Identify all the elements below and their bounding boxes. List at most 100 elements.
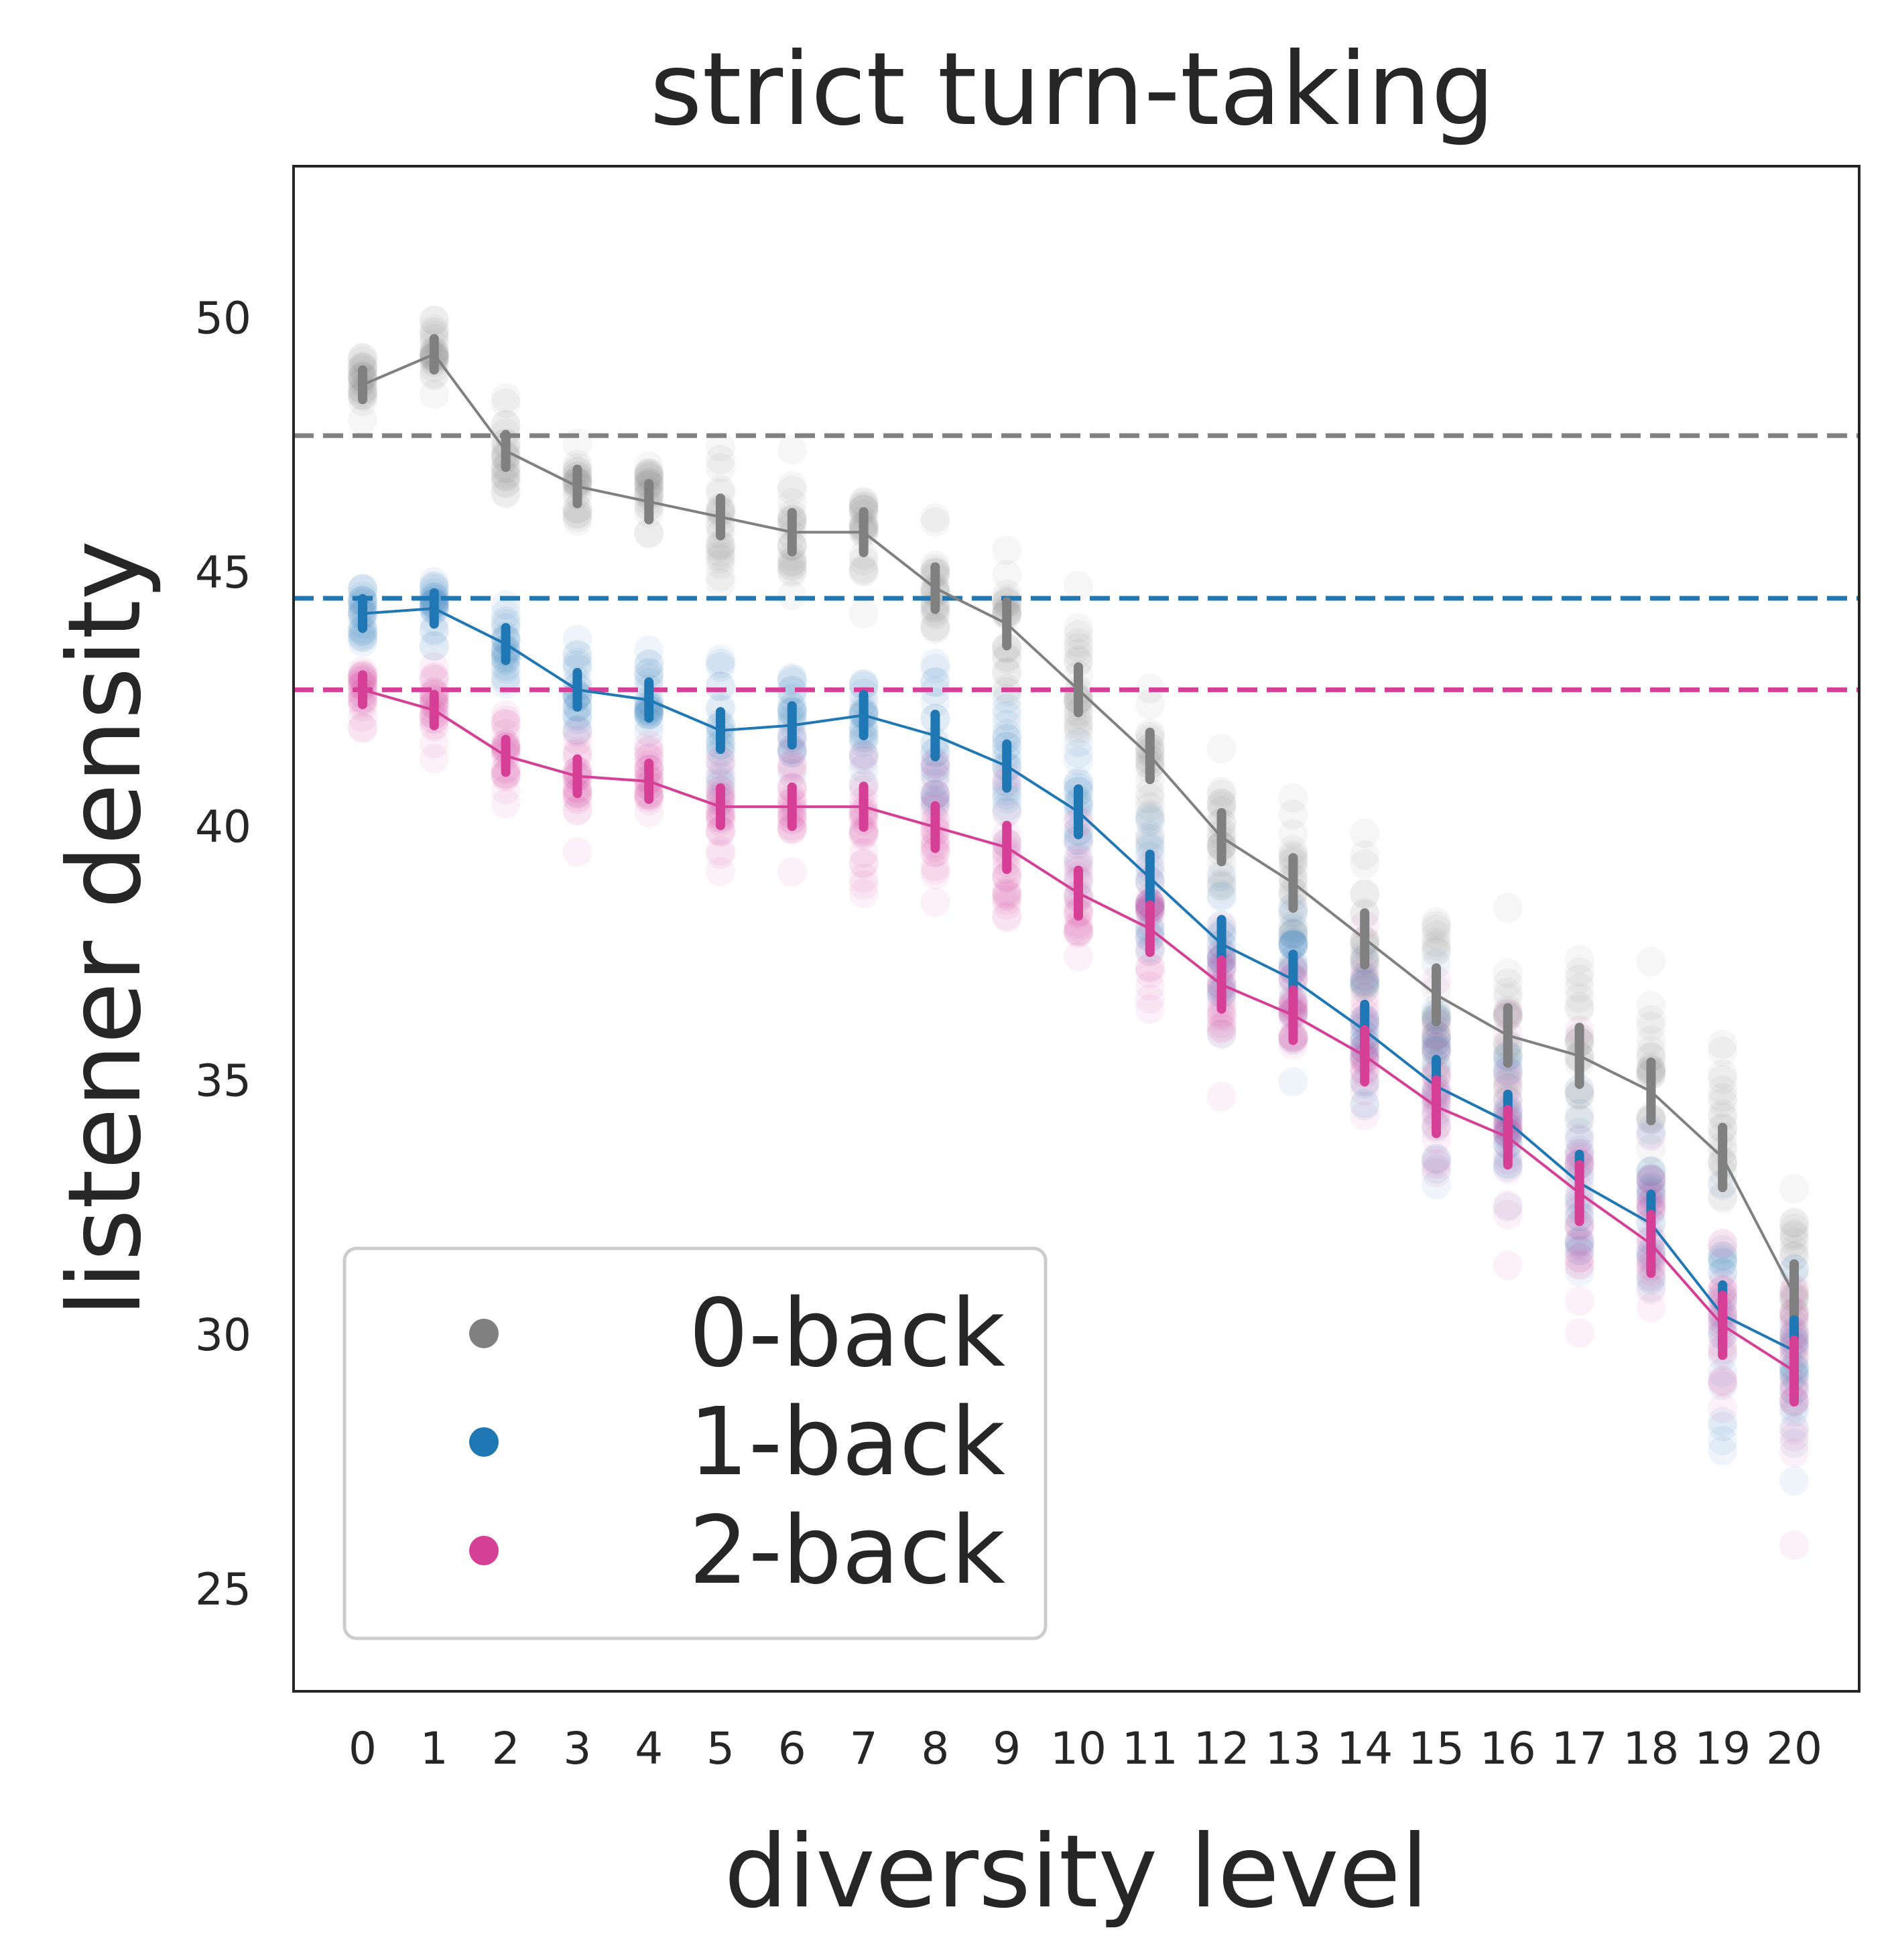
scatter-point-0 (1064, 613, 1093, 643)
scatter-point-0 (348, 405, 377, 435)
scatter-point-0 (419, 305, 449, 335)
y-tick-label: 45 (195, 547, 251, 598)
scatter-point-1 (419, 567, 449, 597)
scatter-point-0 (634, 460, 664, 491)
scatter-point-2 (1564, 1214, 1594, 1244)
x-tick-label: 8 (921, 1723, 949, 1774)
scatter-point-0 (848, 553, 879, 584)
scatter-point-2 (1350, 955, 1380, 985)
scatter-point-2 (920, 855, 950, 885)
scatter-point-2 (348, 712, 377, 742)
scatter-point-2 (1564, 1249, 1594, 1279)
scatter-point-0 (848, 546, 879, 576)
scatter-point-2 (1564, 1243, 1594, 1273)
scatter-point-2 (1135, 994, 1165, 1025)
scatter-point-1 (1708, 1407, 1738, 1437)
scatter-point-2 (419, 663, 449, 694)
scatter-point-2 (706, 816, 735, 846)
scatter-point-1 (1564, 1075, 1594, 1105)
scatter-point-1 (706, 671, 735, 702)
scatter-point-1 (562, 647, 592, 677)
scatter-point-2 (992, 861, 1022, 891)
scatter-point-1 (706, 763, 735, 793)
scatter-point-1 (1493, 1192, 1523, 1222)
scatter-point-0 (1422, 935, 1451, 966)
scatter-point-0 (1636, 1042, 1666, 1072)
scatter-point-2 (562, 795, 592, 825)
scatter-point-0 (848, 556, 879, 586)
scatter-point-2 (1636, 1293, 1666, 1323)
scatter-point-2 (1708, 1365, 1738, 1395)
scatter-point-1 (1350, 968, 1380, 998)
scatter-point-0 (1135, 792, 1165, 822)
scatter-point-0 (1422, 914, 1451, 944)
scatter-point-2 (1493, 1250, 1523, 1281)
scatter-point-1 (920, 786, 950, 816)
y-tick-label: 35 (195, 1055, 251, 1107)
x-tick-label: 15 (1408, 1723, 1464, 1774)
scatter-point-0 (1064, 714, 1093, 744)
scatter-point-2 (920, 749, 950, 779)
scatter-point-1 (1278, 918, 1308, 948)
scatter-point-2 (562, 718, 592, 748)
scatter-point-2 (992, 885, 1022, 915)
scatter-point-1 (1064, 727, 1093, 757)
scatter-point-0 (419, 379, 449, 409)
scatter-point-2 (491, 709, 521, 739)
scatter-point-1 (777, 738, 807, 768)
scatter-point-2 (992, 890, 1022, 920)
scatter-point-0 (1206, 734, 1237, 764)
scatter-point-2 (1493, 1073, 1523, 1104)
scatter-point-0 (706, 531, 735, 561)
scatter-point-1 (1135, 820, 1165, 850)
x-tick-label: 6 (778, 1723, 806, 1774)
scatter-point-2 (1422, 1157, 1451, 1187)
scatter-point-2 (1206, 1008, 1237, 1039)
scatter-point-0 (1350, 967, 1380, 997)
scatter-point-0 (1564, 945, 1594, 975)
scatter-point-0 (1064, 627, 1093, 657)
scatter-point-1 (1278, 913, 1308, 943)
scatter-point-0 (634, 458, 664, 488)
x-tick-label: 19 (1694, 1723, 1751, 1774)
scatter-point-2 (1350, 1101, 1380, 1131)
scatter-point-0 (634, 519, 664, 549)
scatter-point-0 (491, 468, 521, 499)
scatter-point-2 (1422, 1021, 1451, 1051)
scatter-point-1 (777, 735, 807, 765)
scatter-point-2 (1564, 1226, 1594, 1256)
scatter-point-0 (1278, 917, 1308, 948)
scatter-point-0 (1636, 1004, 1666, 1035)
scatter-point-0 (1278, 835, 1308, 865)
scatter-point-1 (491, 665, 521, 695)
scatter-point-1 (1422, 1170, 1451, 1200)
scatter-point-1 (634, 658, 664, 688)
scatter-point-0 (562, 494, 592, 524)
scatter-point-2 (992, 861, 1022, 891)
y-tick-label: 25 (195, 1563, 251, 1615)
scatter-point-1 (634, 717, 664, 747)
x-tick-label: 4 (635, 1723, 663, 1774)
scatter-point-0 (1708, 1181, 1738, 1212)
scatter-point-0 (1135, 827, 1165, 857)
scatter-point-0 (1422, 1019, 1451, 1049)
scatter-point-2 (848, 739, 879, 769)
scatter-point-2 (920, 779, 950, 809)
scatter-point-1 (1350, 970, 1380, 1000)
scatter-point-2 (562, 837, 592, 867)
scatter-point-2 (1135, 958, 1165, 988)
scatter-point-0 (1564, 964, 1594, 994)
scatter-point-0 (1564, 1080, 1594, 1110)
scatter-point-0 (992, 560, 1022, 590)
scatter-point-2 (1493, 1056, 1523, 1086)
scatter-point-2 (992, 878, 1022, 908)
legend-marker-2-back (469, 1536, 499, 1565)
x-tick-label: 5 (706, 1723, 735, 1774)
scatter-point-2 (777, 754, 807, 784)
scatter-point-0 (1064, 633, 1093, 663)
scatter-point-0 (1564, 983, 1594, 1013)
scatter-point-1 (1493, 1055, 1523, 1086)
y-tick-label: 30 (195, 1309, 251, 1361)
scatter-point-2 (1564, 1286, 1594, 1316)
